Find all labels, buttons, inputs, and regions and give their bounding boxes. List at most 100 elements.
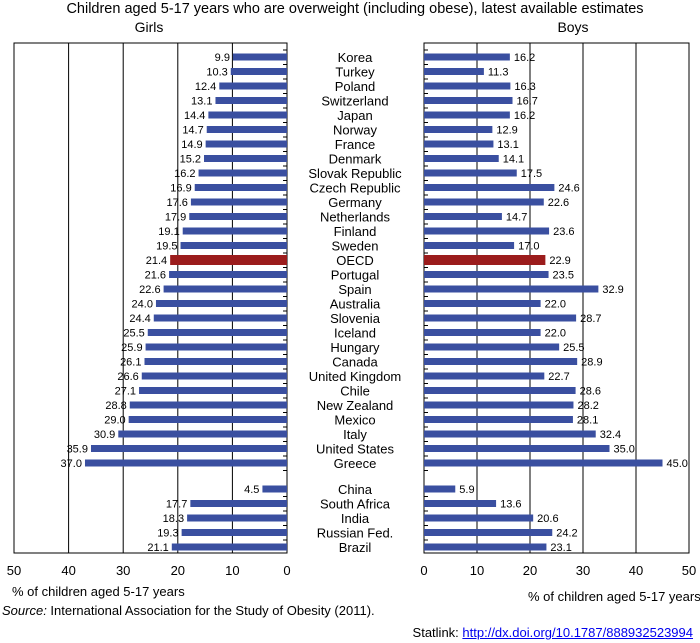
boys-value-label-netherlands: 14.7 xyxy=(506,212,527,224)
girls-bar-spain xyxy=(163,285,287,293)
girls-bar-united-kingdom xyxy=(141,372,287,380)
statlink: Statlink: http://dx.doi.org/10.1787/8889… xyxy=(413,625,693,640)
boys-value-label-norway: 12.9 xyxy=(496,125,517,137)
boys-value-label-switzerland: 16.7 xyxy=(517,96,538,108)
boys-value-label-india: 20.6 xyxy=(537,513,558,525)
girls-value-label-canada: 26.1 xyxy=(120,357,141,369)
girls-value-label-poland: 12.4 xyxy=(195,81,216,93)
boys-value-label-brazil: 23.1 xyxy=(550,542,571,554)
girls-value-label-switzerland: 13.1 xyxy=(191,96,212,108)
category-label-mexico: Mexico xyxy=(334,413,375,428)
girls-value-label-norway: 14.7 xyxy=(182,125,203,137)
girls-bar-mexico xyxy=(128,416,287,423)
girls-x-tick-label: 30 xyxy=(116,563,130,578)
girls-value-label-portugal: 21.6 xyxy=(145,270,166,282)
source-label: Source: xyxy=(2,603,47,618)
girls-bar-france xyxy=(205,140,287,148)
boys-value-label-canada: 28.9 xyxy=(581,357,602,369)
boys-value-label-united-states: 35.0 xyxy=(614,444,635,456)
girls-value-label-united-states: 35.9 xyxy=(67,444,88,456)
category-label-slovak-republic: Slovak Republic xyxy=(308,166,402,181)
boys-bar-iceland xyxy=(424,329,541,336)
category-label-australia: Australia xyxy=(330,297,381,312)
girls-value-label-finland: 19.1 xyxy=(158,226,179,238)
boys-bar-poland xyxy=(424,82,511,90)
boys-bar-greece xyxy=(424,459,663,467)
girls-bar-denmark xyxy=(204,155,287,162)
girls-value-label-greece: 37.0 xyxy=(61,458,82,470)
boys-value-label-korea: 16.2 xyxy=(514,52,535,64)
girls-x-tick-label: 20 xyxy=(171,563,185,578)
boys-bar-india xyxy=(424,514,534,522)
girls-value-label-mexico: 29.0 xyxy=(104,415,125,427)
boys-value-label-russian-fed: 24.2 xyxy=(556,528,577,540)
girls-bar-slovenia xyxy=(153,314,287,322)
girls-bar-finland xyxy=(182,227,287,235)
boys-value-label-iceland: 22.0 xyxy=(545,328,566,340)
girls-value-label-denmark: 15.2 xyxy=(180,154,201,166)
category-label-south-africa: South Africa xyxy=(320,497,391,512)
girls-value-label-australia: 24.0 xyxy=(132,299,153,311)
girls-bar-canada xyxy=(144,358,287,365)
boys-value-label-chile: 28.6 xyxy=(580,386,601,398)
girls-bar-turkey xyxy=(230,68,287,75)
boys-value-label-slovak-republic: 17.5 xyxy=(521,168,542,180)
category-label-turkey: Turkey xyxy=(335,65,375,80)
statlink-url[interactable]: http://dx.doi.org/10.1787/888932523994 xyxy=(462,625,693,640)
boys-bar-france xyxy=(424,140,494,148)
boys-value-label-united-kingdom: 22.7 xyxy=(548,371,569,383)
boys-value-label-south-africa: 13.6 xyxy=(500,499,521,511)
girls-bar-iceland xyxy=(147,329,287,336)
category-label-spain: Spain xyxy=(338,282,371,297)
girls-value-label-russian-fed: 19.3 xyxy=(157,528,178,540)
source-note: Source: International Association for th… xyxy=(2,603,375,618)
girls-panel: 0 10 20 30 40 50 9.9 10.3 12.4 13.1 14.4 14.7 14.9 15… xyxy=(7,42,291,578)
girls-value-label-germany: 17.6 xyxy=(166,197,187,209)
girls-value-label-oecd: 21.4 xyxy=(146,255,167,267)
category-label-iceland: Iceland xyxy=(334,326,376,341)
boys-value-label-australia: 22.0 xyxy=(545,299,566,311)
boys-bar-korea xyxy=(424,53,510,61)
girls-bar-south-africa xyxy=(190,500,287,507)
category-label-brazil: Brazil xyxy=(339,540,372,555)
boys-bar-united-states xyxy=(424,445,610,452)
girls-value-label-chile: 27.1 xyxy=(115,386,136,398)
category-label-japan: Japan xyxy=(337,108,372,123)
boys-value-label-france: 13.1 xyxy=(497,139,518,151)
girls-bar-united-states xyxy=(90,445,288,452)
boys-value-label-greece: 45.0 xyxy=(667,458,688,470)
boys-bar-slovak-republic xyxy=(424,169,517,177)
girls-value-label-iceland: 25.5 xyxy=(123,328,144,340)
boys-bar-turkey xyxy=(424,68,484,75)
boys-value-label-mexico: 28.1 xyxy=(577,415,598,427)
category-label-chile: Chile xyxy=(340,384,370,399)
boys-value-label-denmark: 14.1 xyxy=(503,154,524,166)
girls-bar-switzerland xyxy=(215,97,287,104)
boys-bar-hungary xyxy=(424,343,560,351)
boys-bar-sweden xyxy=(424,242,515,249)
boys-bar-italy xyxy=(424,430,596,438)
category-label-korea: Korea xyxy=(338,50,373,65)
girls-bar-korea xyxy=(232,53,287,61)
category-label-germany: Germany xyxy=(328,195,382,210)
boys-value-label-sweden: 17.0 xyxy=(518,241,539,253)
girls-bar-netherlands xyxy=(189,213,287,220)
category-label-france: France xyxy=(335,137,375,152)
boys-bar-slovenia xyxy=(424,314,577,322)
boys-value-label-hungary: 25.5 xyxy=(563,342,584,354)
boys-bar-new-zealand xyxy=(424,401,574,409)
category-label-hungary: Hungary xyxy=(330,340,380,355)
girls-bar-slovak-republic xyxy=(198,169,287,177)
category-label-new-zealand: New Zealand xyxy=(317,398,394,413)
boys-value-label-poland: 16.3 xyxy=(514,81,535,93)
girls-x-tick-label: 40 xyxy=(61,563,75,578)
boys-bar-brazil xyxy=(424,543,547,551)
category-label-finland: Finland xyxy=(334,224,377,239)
boys-value-label-turkey: 11.3 xyxy=(488,67,509,79)
girls-panel-title: Girls xyxy=(135,19,164,35)
boys-bar-canada xyxy=(424,358,578,365)
girls-bar-greece xyxy=(84,459,287,467)
girls-bar-russian-fed xyxy=(181,529,287,536)
boys-value-label-czech-republic: 24.6 xyxy=(558,183,579,195)
